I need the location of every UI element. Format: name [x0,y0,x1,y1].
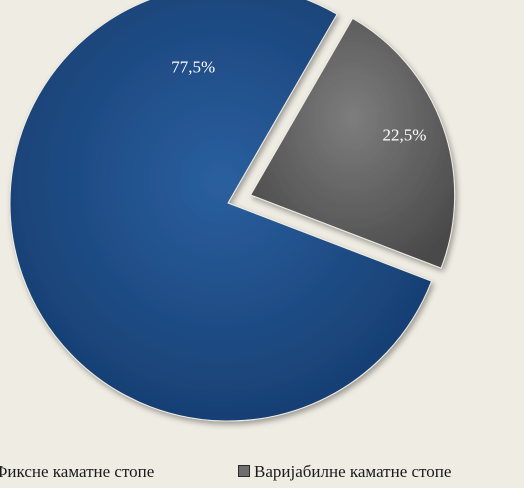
legend-label-fixed: Фиксне каматне стопе [0,462,155,481]
legend-label-variable: Варијабилне каматне стопе [254,462,452,481]
label-fixed: 77,5% [171,57,215,76]
label-variable: 22,5% [383,126,427,145]
legend-swatch-variable [238,465,250,477]
slice-variable [249,17,456,269]
legend: Фиксне каматне стопе Варијабилне каматне… [0,462,524,488]
legend-item-fixed: Фиксне каматне стопе [0,462,154,482]
legend-item-variable: Варијабилне каматне стопе [238,462,451,482]
slice-fixed [9,0,433,422]
